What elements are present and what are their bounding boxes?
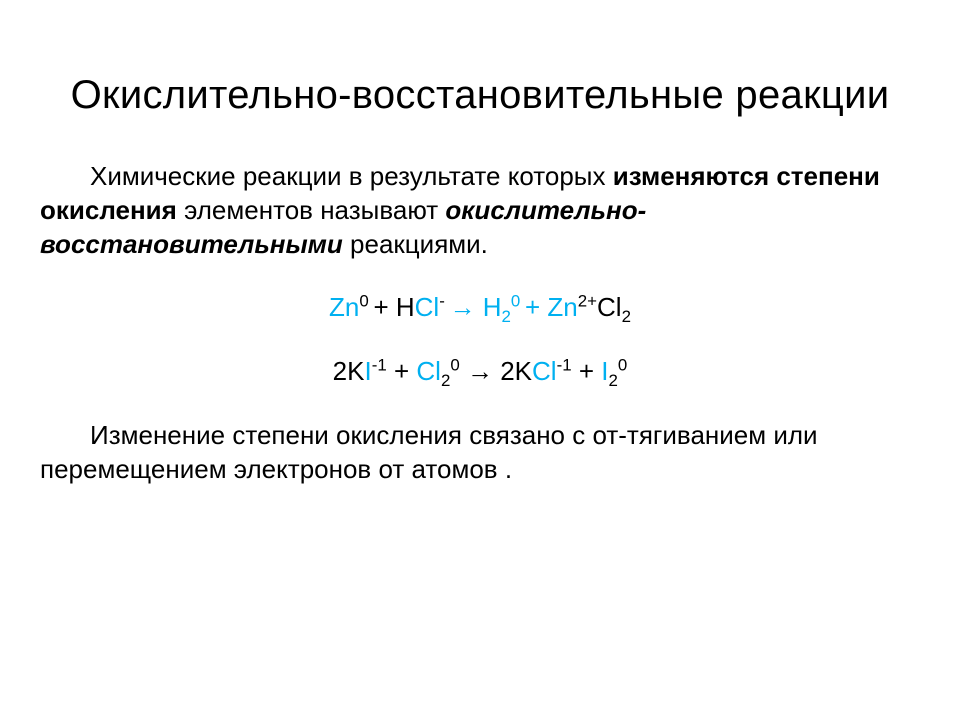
eq1-arrow: → H xyxy=(450,292,502,322)
eq1-sup0: 0 xyxy=(359,292,373,311)
eq1-cl: Cl xyxy=(415,292,440,322)
eq2-sup0: 0 xyxy=(450,356,459,375)
eq1-plus2: + Zn xyxy=(525,292,578,322)
def-text-1: Химические реакции в результате которых xyxy=(90,161,613,191)
eq2-supm1b: -1 xyxy=(557,356,572,375)
eq1-sup0b: 0 xyxy=(511,292,525,311)
closing-paragraph: Изменение степени окисления связано с от… xyxy=(40,419,920,487)
equation-1: Zn0 + HCl- → H20 + Zn2+Cl2 xyxy=(40,291,920,325)
slide: Окислительно-восстановительные реакции Х… xyxy=(0,0,960,720)
eq2-k2: 2K xyxy=(333,356,365,386)
equation-2: 2KI-1 + Cl20 → 2KCl-1 + I20 xyxy=(40,355,920,389)
eq1-cl2: Cl xyxy=(597,292,622,322)
eq1-plus1: + H xyxy=(373,292,414,322)
eq1-zn: Zn xyxy=(329,292,359,322)
slide-title: Окислительно-восстановительные реакции xyxy=(40,70,920,120)
eq2-plus: + xyxy=(387,356,417,386)
eq1-sub2a: 2 xyxy=(502,308,511,327)
eq2-sub2b: 2 xyxy=(609,371,618,390)
eq2-i: I xyxy=(364,356,371,386)
definition-paragraph: Химические реакции в результате которых … xyxy=(40,160,920,261)
eq1-sub2b: 2 xyxy=(622,308,631,327)
eq2-sub2: 2 xyxy=(441,371,450,390)
def-text-3: реакциями. xyxy=(343,229,488,259)
eq2-arrow: → xyxy=(460,356,500,386)
eq1-sup2p: 2+ xyxy=(578,292,597,311)
eq2-sup0b: 0 xyxy=(618,356,627,375)
eq1-supm: - xyxy=(439,292,449,311)
eq2-cl: Cl xyxy=(416,356,441,386)
eq2-plus2: + xyxy=(572,356,602,386)
eq2-supm1: -1 xyxy=(372,356,387,375)
eq2-kcl2: 2K xyxy=(500,356,532,386)
eq2-cl2: Cl xyxy=(532,356,557,386)
def-text-2: элементов называют xyxy=(177,195,446,225)
eq2-i2: I xyxy=(601,356,608,386)
